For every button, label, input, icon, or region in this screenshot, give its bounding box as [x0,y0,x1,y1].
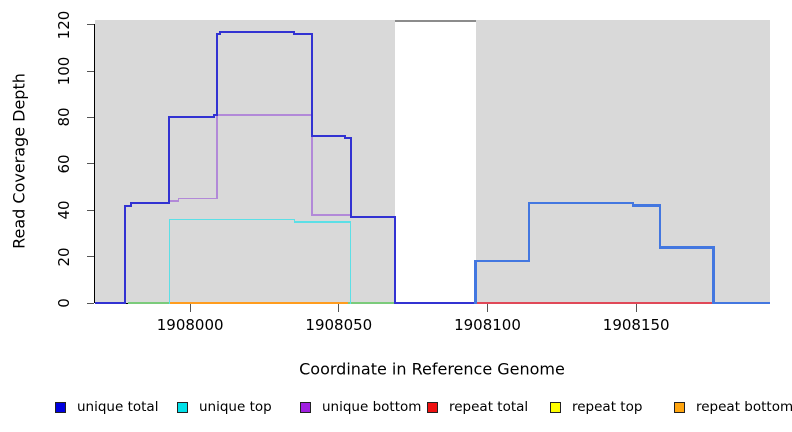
y-axis-line [94,24,95,304]
coverage-line-unique-total-left-block [129,202,132,207]
x-tick-label: 1908050 [305,316,373,334]
coverage-line-unique-top [294,221,351,223]
y-tick-label: 80 [55,107,73,127]
x-axis-title: Coordinate in Reference Genome [299,359,565,379]
y-tick-label: 100 [55,56,73,86]
legend-label: repeat top [572,399,643,415]
y-tick-label: 120 [55,10,73,39]
coverage-line-unique-total-left-block [219,30,295,33]
coverage-line-unique-total-left-block [344,137,351,140]
coverage-line-repeat-bottom [169,302,348,304]
x-tick-mark [635,303,637,312]
coverage-line-unique-total-right-block [475,260,530,263]
coverage-line-unique-total-left-block [95,302,125,304]
legend-label: unique bottom [322,399,422,415]
coverage-line-unique-total-right-block [529,202,634,205]
x-tick-mark [487,303,488,312]
coverage-line-unique-bottom [311,114,313,216]
y-tick-mark [87,70,94,72]
coverage-line-unique-total-right-block [474,260,477,305]
coverage-line-unique-top [350,221,352,304]
legend-swatch-icon [55,402,66,413]
coverage-line-unique-total-left-block [395,302,476,304]
coverage-line-unique-top [169,218,295,221]
y-tick-mark [87,302,94,304]
legend-swatch-icon [674,402,685,413]
coverage-line-unique-total-left-block [349,137,352,219]
coverage-line-zero-overlap-right [347,302,396,304]
coverage-line-unique-total-left-block [169,116,214,119]
coverage-line-unique-total-left-block [350,216,396,219]
coverage-line-unique-total-left-block [312,134,345,137]
coverage-line-unique-top [293,218,295,223]
x-tick-label: 1908150 [602,316,670,334]
y-axis-title: Read Coverage Depth [9,73,29,249]
legend-label: unique total [77,399,159,415]
x-tick-mark [189,303,191,312]
coverage-line-unique-bottom [177,197,179,202]
coverage-line-unique-total-right-block [658,204,662,249]
coverage-line-unique-total-left-block [311,32,314,137]
legend: unique total unique top unique bottom repea… [0,399,792,421]
y-tick-mark [87,163,94,165]
x-tick-label: 1908000 [156,316,224,334]
coverage-line-unique-total-right-block [633,204,660,207]
coverage-line-unique-bottom [216,114,313,116]
coverage-line-unique-bottom [216,114,218,200]
legend-swatch-icon [300,402,311,413]
coverage-line-unique-total-left-block [294,32,313,35]
gap-top-bar [395,20,476,22]
y-tick-label: 60 [55,154,73,174]
coverage-line-unique-total-left-block [130,202,170,205]
coverage-line-unique-total-left-block [213,114,217,117]
right-gray-region [475,20,770,303]
coverage-line-unique-total-left-block [218,30,221,35]
coverage-line-unique-total-left-block [343,134,346,140]
y-tick-mark [87,209,94,211]
coverage-line-unique-total-left-block [124,204,131,207]
y-tick-label: 0 [55,298,73,308]
legend-swatch-icon [427,402,438,413]
x-tick-mark [338,303,340,312]
legend-label: repeat bottom [696,399,792,415]
legend-swatch-icon [177,402,188,413]
coverage-line-unique-total-right-block [527,202,531,263]
left-gray-region [95,20,396,303]
y-tick-mark [87,24,94,26]
coverage-line-unique-bottom [312,214,351,216]
coverage-line-unique-total-right-block [713,301,770,305]
legend-label: unique top [199,399,272,415]
coverage-line-unique-total-left-block [123,204,126,304]
coverage-line-unique-total-left-block [293,30,296,35]
coverage-line-unique-total-left-block [216,32,220,35]
coverage-line-unique-bottom [169,200,179,202]
coverage-line-unique-bottom [178,197,217,200]
coverage-line-repeat-total [475,302,714,304]
coverage-line-unique-total-right-block [659,246,714,249]
y-tick-label: 20 [55,247,73,267]
y-tick-mark [87,116,94,118]
coverage-line-unique-total-left-block [215,32,218,117]
x-tick-label: 1908100 [454,316,521,334]
coverage-line-unique-total-left-block [168,116,171,205]
coverage-line-unique-total-left-block [394,216,397,304]
legend-swatch-icon [550,402,561,413]
coverage-line-unique-top [168,218,171,304]
coverage-line-zero-overlap-left [127,302,170,304]
y-tick-mark [87,256,94,258]
legend-label: repeat total [449,399,529,415]
coverage-line-unique-total-left-block [212,114,215,119]
coverage-line-unique-total-right-block [712,246,715,305]
y-tick-label: 40 [55,200,73,220]
